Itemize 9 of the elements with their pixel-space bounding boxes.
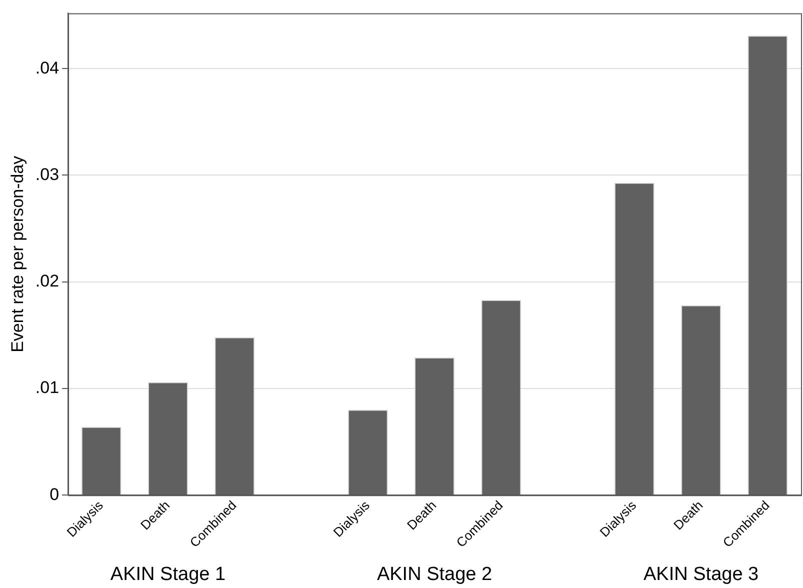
- text: AKIN Stage 1: [110, 564, 226, 585]
- text: AKIN Stage 3: [643, 564, 759, 585]
- y-tick-label: .01: [35, 378, 60, 398]
- y-tick-label: .03: [35, 164, 60, 184]
- y-tick-label: .02: [35, 272, 60, 291]
- y-tick-label: .04: [35, 58, 60, 78]
- y-axis-title: Event rate per person-day: [8, 155, 27, 352]
- text: AKIN Stage 2: [376, 564, 492, 585]
- y-tick-label: 0: [50, 484, 60, 504]
